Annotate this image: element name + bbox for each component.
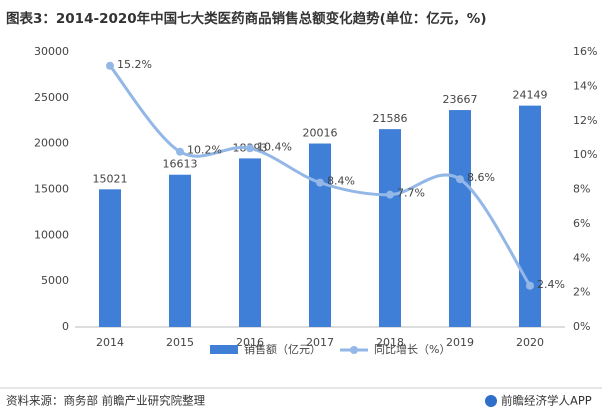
x-tick-label: 2018 bbox=[376, 336, 404, 349]
line-value-label: 2.4% bbox=[537, 278, 565, 291]
x-tick-label: 2020 bbox=[516, 336, 544, 349]
x-tick-label: 2017 bbox=[306, 336, 334, 349]
brand: 前瞻经济学人APP bbox=[501, 394, 592, 408]
line-marker bbox=[316, 178, 324, 187]
line-value-label: 10.4% bbox=[257, 140, 292, 153]
x-tick-label: 2019 bbox=[446, 336, 474, 349]
y2-tick-label: 6% bbox=[573, 217, 590, 230]
y2-tick-label: 4% bbox=[573, 251, 590, 264]
y2-tick-label: 10% bbox=[573, 148, 597, 161]
bar-value-label: 21586 bbox=[373, 112, 408, 125]
line-marker bbox=[106, 61, 114, 70]
line-value-label: 15.2% bbox=[117, 58, 152, 71]
chart-title: 图表3：2014-2020年中国七大类医药商品销售总额变化趋势(单位：亿元，%) bbox=[6, 10, 487, 27]
x-tick-label: 2015 bbox=[166, 336, 194, 349]
x-tick-label: 2014 bbox=[96, 336, 124, 349]
bar bbox=[169, 174, 191, 327]
line-marker bbox=[456, 175, 464, 184]
line-marker bbox=[246, 144, 254, 153]
brand-logo bbox=[485, 395, 497, 407]
y-tick-label: 20000 bbox=[34, 137, 69, 150]
bar bbox=[449, 110, 471, 328]
y-tick-label: 10000 bbox=[34, 228, 69, 241]
bar-value-label: 20016 bbox=[303, 127, 338, 140]
bar-value-label: 24149 bbox=[513, 89, 548, 102]
legend-label: 销售额（亿元） bbox=[244, 342, 321, 356]
line-value-label: 10.2% bbox=[187, 144, 222, 157]
source: 资料来源：商务部 前瞻产业研究院整理 bbox=[6, 394, 206, 408]
y2-tick-label: 2% bbox=[573, 286, 590, 299]
line-value-label: 7.7% bbox=[397, 187, 425, 200]
y-tick-label: 15000 bbox=[34, 183, 69, 196]
bar-value-label: 15021 bbox=[93, 172, 128, 185]
line-value-label: 8.6% bbox=[467, 171, 495, 184]
y-tick-label: 25000 bbox=[34, 91, 69, 104]
line-marker bbox=[526, 281, 534, 290]
bar bbox=[239, 158, 261, 327]
bar bbox=[309, 143, 331, 327]
x-tick-label: 2016 bbox=[236, 336, 264, 349]
y-tick-label: 0 bbox=[62, 320, 69, 333]
legend-label: 同比增长（%） bbox=[374, 342, 450, 356]
legend-swatch bbox=[210, 345, 238, 354]
bar-value-label: 23667 bbox=[443, 93, 478, 106]
y2-tick-label: 14% bbox=[573, 79, 597, 92]
y2-tick-label: 16% bbox=[573, 45, 597, 58]
y2-tick-label: 8% bbox=[573, 183, 590, 196]
bar-value-label: 16613 bbox=[163, 158, 198, 171]
bar bbox=[99, 189, 121, 327]
y-tick-label: 30000 bbox=[34, 45, 69, 58]
bar bbox=[519, 105, 541, 328]
bar bbox=[379, 129, 401, 327]
y2-tick-label: 12% bbox=[573, 114, 597, 127]
y-tick-label: 5000 bbox=[41, 274, 69, 287]
y2-tick-label: 0% bbox=[573, 320, 590, 333]
legend-swatch bbox=[350, 346, 358, 354]
line-value-label: 8.4% bbox=[327, 175, 355, 188]
line-marker bbox=[386, 190, 394, 199]
line-marker bbox=[176, 147, 184, 156]
